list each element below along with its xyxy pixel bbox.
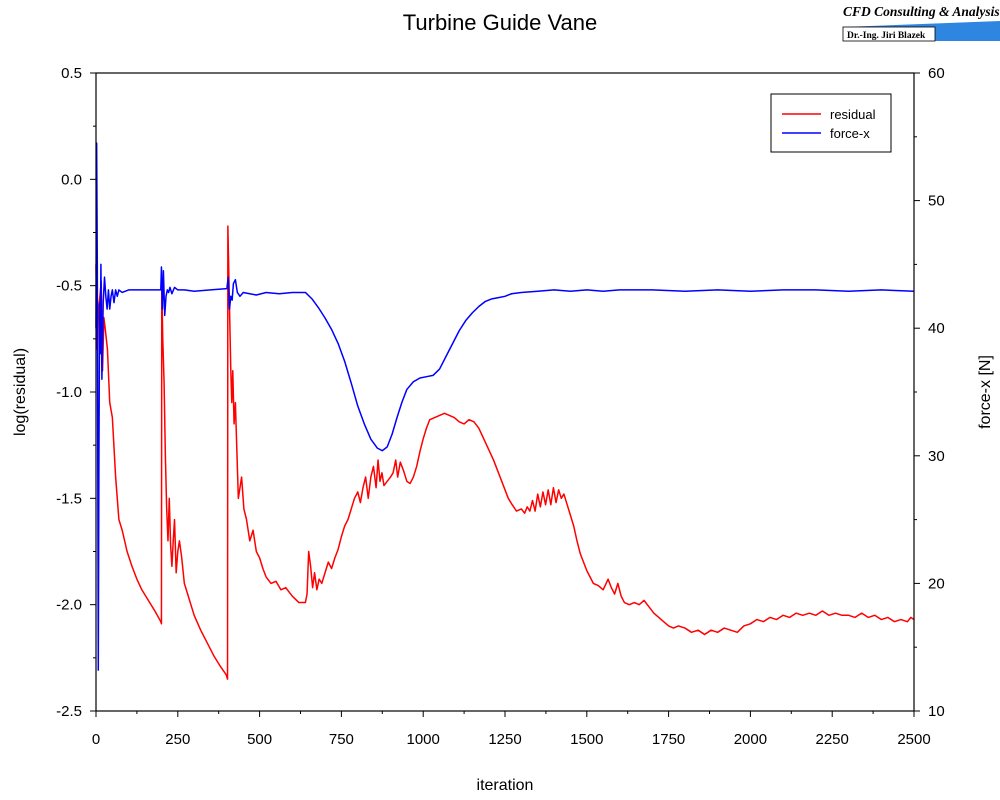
y-left-tick-label: -2.5 (56, 703, 82, 720)
logo: CFD Consulting & Analysis Dr.-Ing. Jiri … (842, 4, 1000, 42)
legend-label-residual: residual (830, 107, 876, 122)
chart-title: Turbine Guide Vane (403, 10, 597, 35)
x-tick-label: 250 (165, 731, 190, 748)
logo-person: Dr.-Ing. Jiri Blazek (847, 31, 926, 41)
x-tick-label: 1250 (488, 731, 521, 748)
x-tick-label: 1500 (570, 731, 603, 748)
y-left-tick-label: -1.0 (56, 384, 82, 401)
x-tick-label: 2500 (897, 731, 930, 748)
x-tick-label: 0 (92, 731, 100, 748)
x-tick-label: 1750 (652, 731, 685, 748)
y-right-tick-label: 20 (928, 575, 945, 592)
y-left-tick-label: -2.0 (56, 597, 82, 614)
y-left-tick-label: -1.5 (56, 490, 82, 507)
y-right-tick-label: 50 (928, 193, 945, 210)
y-left-tick-label: -0.5 (56, 278, 82, 295)
x-tick-label: 500 (247, 731, 272, 748)
y-right-tick-label: 60 (928, 65, 945, 82)
series-line-force-x (95, 142, 915, 671)
y-axis-right: 60 50 40 30 20 10 (914, 65, 945, 720)
x-tick-label: 1000 (407, 731, 440, 748)
x-axis: 0 250 500 750 1000 1250 1500 1750 2000 2250 2500 (92, 711, 931, 748)
plot-frame (95, 72, 915, 712)
logo-name-box (842, 26, 936, 42)
plot-lines (95, 142, 915, 680)
legend-label-force-x: force-x (830, 126, 870, 141)
series-line-residual (95, 225, 915, 680)
y-right-tick-label: 30 (928, 448, 945, 465)
y-left-tick-label: 0.5 (61, 65, 82, 82)
x-tick-label: 2250 (816, 731, 849, 748)
y-left-tick-label: 0.0 (61, 171, 82, 188)
legend-box (770, 93, 892, 153)
y-right-tick-label: 10 (928, 703, 945, 720)
y-axis-left: 0.5 0.0 -0.5 -1.0 -1.5 -2.0 -2.5 (56, 65, 96, 720)
x-tick-label: 750 (329, 731, 354, 748)
x-tick-label: 2000 (734, 731, 767, 748)
y-axis-right-label: force-x [N] (977, 355, 994, 429)
legend: residual force-x (770, 93, 892, 153)
x-axis-label: iteration (477, 777, 534, 794)
logo-company: CFD Consulting & Analysis (843, 4, 1000, 19)
y-right-tick-label: 40 (928, 320, 945, 337)
y-axis-left-label: log(residual) (12, 348, 29, 436)
